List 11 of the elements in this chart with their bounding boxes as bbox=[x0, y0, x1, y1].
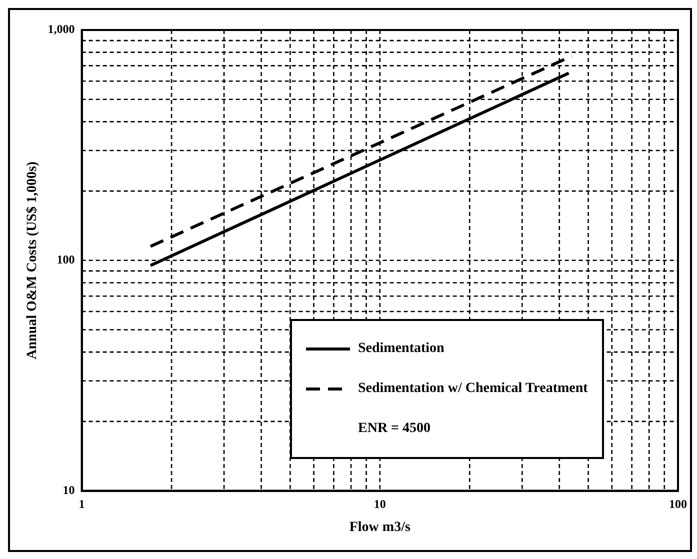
y-tick-label: 100 bbox=[56, 252, 75, 266]
x-tick-label: 100 bbox=[669, 497, 687, 512]
y-tick-label: 1,000 bbox=[48, 22, 75, 36]
legend-label: Sedimentation bbox=[358, 340, 444, 357]
y-axis-title: Annual O&M Costs (US$ 1,000s) bbox=[25, 161, 40, 360]
x-tick-label: 1 bbox=[78, 497, 85, 512]
y-tick-label: 10 bbox=[62, 482, 75, 497]
x-axis-title: Flow m3/s bbox=[349, 520, 411, 536]
legend-label: Sedimentation w/ Chemical Treatment bbox=[358, 380, 588, 397]
annotation: ENR = 4500 bbox=[357, 420, 432, 438]
x-tick-label: 10 bbox=[374, 497, 386, 512]
